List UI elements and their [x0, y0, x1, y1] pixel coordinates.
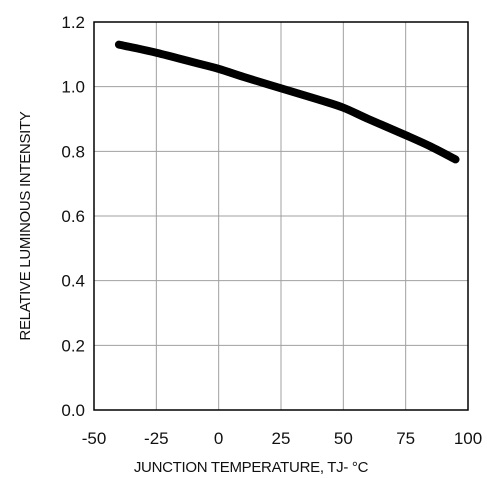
plot-area-frame [93, 21, 469, 411]
x-tick-label: 0 [214, 429, 223, 448]
y-tick-label: 0.0 [61, 401, 85, 420]
chart-grid [94, 22, 468, 410]
x-tick-label: 75 [396, 429, 415, 448]
y-tick-label: 1.0 [61, 78, 85, 97]
data-series-layer [114, 40, 460, 164]
x-tick-label: 25 [272, 429, 291, 448]
y-tick-label: 0.6 [61, 207, 85, 226]
y-axis-title: RELATIVE LUMINOUS INTENSITY [17, 111, 34, 340]
x-tick-label: 100 [454, 429, 482, 448]
x-axis-title: JUNCTION TEMPERATURE, TJ- °C [134, 459, 369, 476]
x-axis-tick-labels: -50 -25 0 25 50 75 100 [82, 429, 482, 448]
y-axis-tick-labels: 0.0 0.2 0.4 0.6 0.8 1.0 1.2 [61, 13, 85, 420]
series-line [114, 40, 460, 164]
y-tick-label: 0.2 [61, 336, 85, 355]
y-tick-label: 0.4 [61, 272, 85, 291]
x-tick-label: -50 [82, 429, 107, 448]
y-tick-label: 1.2 [61, 13, 85, 32]
x-tick-label: 50 [334, 429, 353, 448]
y-tick-label: 0.8 [61, 142, 85, 161]
x-tick-label: -25 [144, 429, 169, 448]
